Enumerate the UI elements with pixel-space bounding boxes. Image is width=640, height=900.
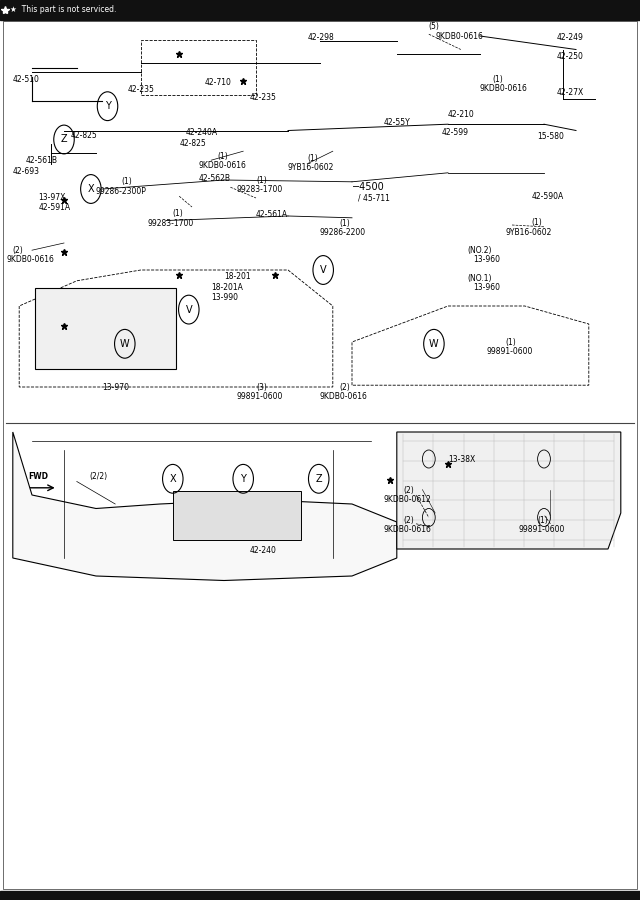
Text: 42-693: 42-693 bbox=[13, 166, 40, 176]
Text: 42-710: 42-710 bbox=[205, 78, 232, 87]
Text: 9KDB0-0616: 9KDB0-0616 bbox=[6, 255, 54, 264]
Text: 42-561A: 42-561A bbox=[256, 210, 288, 219]
Text: Y: Y bbox=[104, 101, 111, 112]
Text: (NO.2): (NO.2) bbox=[467, 246, 492, 255]
Text: (2/2): (2/2) bbox=[90, 472, 108, 482]
Text: 15-580: 15-580 bbox=[538, 132, 564, 141]
Text: 42-240A: 42-240A bbox=[186, 128, 218, 137]
Text: 9KDB0-0616: 9KDB0-0616 bbox=[435, 32, 483, 41]
Text: 42-240: 42-240 bbox=[250, 546, 276, 555]
Text: / 45-711: / 45-711 bbox=[358, 194, 390, 202]
Text: (1): (1) bbox=[506, 338, 516, 347]
Text: 42-590A: 42-590A bbox=[531, 192, 563, 201]
Text: (1): (1) bbox=[538, 516, 548, 525]
Polygon shape bbox=[13, 432, 397, 580]
Text: X: X bbox=[88, 184, 94, 194]
Text: (1): (1) bbox=[339, 219, 350, 228]
Text: 42-298: 42-298 bbox=[307, 33, 334, 42]
Text: 9KDB0-0616: 9KDB0-0616 bbox=[384, 525, 432, 534]
Text: ★  This part is not serviced.: ★ This part is not serviced. bbox=[10, 5, 116, 14]
Text: (1): (1) bbox=[531, 218, 542, 227]
Text: (NO.1): (NO.1) bbox=[467, 274, 492, 284]
Text: (1): (1) bbox=[256, 176, 267, 184]
Text: 99286-2300P: 99286-2300P bbox=[96, 187, 147, 196]
Text: 18-201A: 18-201A bbox=[211, 283, 243, 292]
Text: 13-38X: 13-38X bbox=[448, 454, 476, 464]
Text: (2): (2) bbox=[403, 486, 414, 495]
Bar bbox=[35, 288, 176, 369]
Text: 42-599: 42-599 bbox=[442, 128, 468, 137]
Polygon shape bbox=[397, 432, 621, 549]
Text: 42-250: 42-250 bbox=[557, 52, 584, 61]
Text: 42-591A: 42-591A bbox=[38, 203, 70, 212]
Text: 42-235: 42-235 bbox=[250, 93, 276, 102]
Text: V: V bbox=[320, 265, 326, 275]
Text: 18-201: 18-201 bbox=[224, 272, 251, 281]
Text: 9KDB0-0612: 9KDB0-0612 bbox=[384, 495, 432, 504]
Text: 9YB16-0602: 9YB16-0602 bbox=[506, 228, 552, 237]
Text: (2): (2) bbox=[403, 516, 414, 525]
Text: 42-825: 42-825 bbox=[70, 130, 97, 140]
Text: Z: Z bbox=[316, 473, 322, 484]
Text: W: W bbox=[120, 338, 130, 349]
Text: (1): (1) bbox=[122, 177, 132, 186]
Text: 42-235: 42-235 bbox=[128, 86, 155, 94]
Text: 9KDB0-0616: 9KDB0-0616 bbox=[480, 84, 528, 93]
Text: −4500: −4500 bbox=[352, 182, 385, 193]
Text: Z: Z bbox=[61, 134, 67, 145]
Text: (5): (5) bbox=[429, 22, 440, 32]
Text: 42-825: 42-825 bbox=[179, 139, 206, 148]
Text: 9YB16-0602: 9YB16-0602 bbox=[288, 163, 334, 172]
Text: 42-562B: 42-562B bbox=[198, 174, 230, 183]
Text: 99891-0600: 99891-0600 bbox=[486, 347, 532, 356]
Text: FWD: FWD bbox=[28, 472, 49, 481]
Text: 13-97X: 13-97X bbox=[38, 194, 66, 202]
Text: 9KDB0-0616: 9KDB0-0616 bbox=[320, 392, 368, 401]
Text: (2): (2) bbox=[339, 383, 350, 392]
Text: 42-561B: 42-561B bbox=[26, 156, 58, 165]
Text: (2): (2) bbox=[13, 246, 24, 255]
Text: X: X bbox=[170, 473, 176, 484]
Text: (1): (1) bbox=[218, 152, 228, 161]
Text: 13-960: 13-960 bbox=[474, 255, 500, 264]
Text: 13-960: 13-960 bbox=[474, 284, 500, 292]
Text: (3): (3) bbox=[256, 383, 267, 392]
Text: 42-55Y: 42-55Y bbox=[384, 118, 411, 127]
Text: 99891-0600: 99891-0600 bbox=[237, 392, 283, 401]
Text: 99891-0600: 99891-0600 bbox=[518, 525, 564, 534]
Text: 42-27X: 42-27X bbox=[557, 88, 584, 97]
Text: 13-970: 13-970 bbox=[102, 383, 129, 392]
Text: 9KDB0-0616: 9KDB0-0616 bbox=[198, 161, 246, 170]
Bar bbox=[173, 491, 301, 540]
Text: (1): (1) bbox=[173, 209, 184, 218]
Bar bbox=[0, 0, 640, 20]
Text: 99283-1700: 99283-1700 bbox=[237, 185, 283, 194]
Text: (1): (1) bbox=[307, 154, 318, 163]
Text: Y: Y bbox=[240, 473, 246, 484]
Text: 42-210: 42-210 bbox=[448, 110, 475, 119]
Text: (1): (1) bbox=[493, 75, 504, 84]
Bar bbox=[0, 891, 640, 900]
Text: 42-510: 42-510 bbox=[13, 75, 40, 84]
Text: 42-249: 42-249 bbox=[557, 33, 584, 42]
Text: V: V bbox=[186, 304, 192, 315]
Text: 13-990: 13-990 bbox=[211, 293, 238, 302]
Text: 99283-1700: 99283-1700 bbox=[147, 219, 193, 228]
Text: 99286-2200: 99286-2200 bbox=[320, 228, 366, 237]
Text: W: W bbox=[429, 338, 439, 349]
Bar bbox=[141, 40, 256, 94]
